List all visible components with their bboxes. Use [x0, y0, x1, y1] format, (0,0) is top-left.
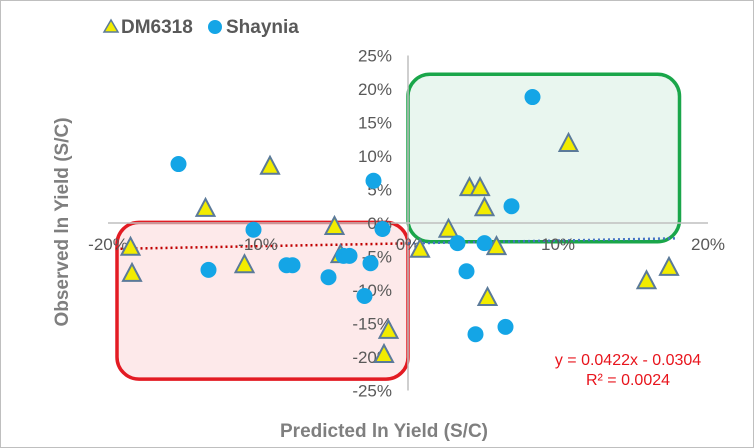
legend-circle-icon: [208, 20, 222, 34]
r-squared-label: R² = 0.0024: [586, 372, 670, 389]
point-shaynia: [476, 235, 493, 252]
point-shaynia: [170, 156, 187, 173]
point-dm6318: [233, 253, 256, 274]
y-tick-label: 25%: [358, 47, 392, 66]
x-tick-label: -20%: [88, 235, 128, 254]
x-tick-label: 10%: [541, 235, 575, 254]
point-dm6318: [377, 318, 400, 339]
y-axis-title: Observed ln Yield (S/C): [52, 117, 73, 326]
x-tick-label: -10%: [238, 235, 278, 254]
y-tick-label: -25%: [352, 382, 392, 401]
point-shaynia: [200, 261, 217, 278]
point-shaynia: [245, 221, 262, 238]
point-dm6318: [194, 196, 217, 217]
point-shaynia: [524, 89, 541, 106]
point-shaynia: [365, 172, 382, 189]
point-dm6318: [437, 217, 460, 238]
trendline-equation: y = 0.0422x - 0.0304: [555, 352, 701, 369]
point-dm6318: [557, 131, 580, 152]
x-tick-label: 20%: [691, 235, 725, 254]
point-dm6318: [409, 237, 431, 258]
trendline-left: [115, 242, 409, 251]
point-dm6318: [323, 214, 346, 236]
point-dm6318: [469, 176, 491, 197]
y-tick-label: 20%: [358, 80, 392, 99]
legend: DM6318 Shaynia: [102, 17, 299, 38]
legend-label-dm6318: DM6318: [121, 17, 193, 38]
point-dm6318: [373, 342, 395, 363]
point-shaynia: [503, 198, 520, 215]
point-shaynia: [356, 288, 373, 305]
x-axis-title: Predicted ln Yield (S/C): [280, 421, 488, 442]
point-shaynia: [449, 235, 466, 252]
point-shaynia: [284, 257, 301, 274]
point-dm6318: [476, 285, 499, 307]
point-dm6318: [119, 235, 142, 256]
point-dm6318: [635, 269, 658, 290]
point-dm6318: [121, 261, 143, 282]
point-dm6318: [658, 255, 680, 276]
point-dm6318: [259, 154, 281, 175]
point-shaynia: [341, 247, 358, 264]
legend-triangle-icon: [102, 18, 120, 33]
point-shaynia: [458, 263, 475, 280]
point-shaynia: [467, 326, 484, 343]
y-tick-label: 10%: [358, 147, 392, 166]
highlight-box-top-right: [406, 72, 682, 244]
point-shaynia: [320, 269, 337, 286]
y-tick-label: -15%: [352, 315, 392, 334]
legend-label-shaynia: Shaynia: [226, 17, 299, 38]
point-dm6318: [473, 196, 496, 217]
point-shaynia: [374, 221, 391, 238]
point-shaynia: [362, 255, 379, 272]
y-tick-label: 15%: [358, 114, 392, 133]
point-shaynia: [497, 318, 514, 335]
